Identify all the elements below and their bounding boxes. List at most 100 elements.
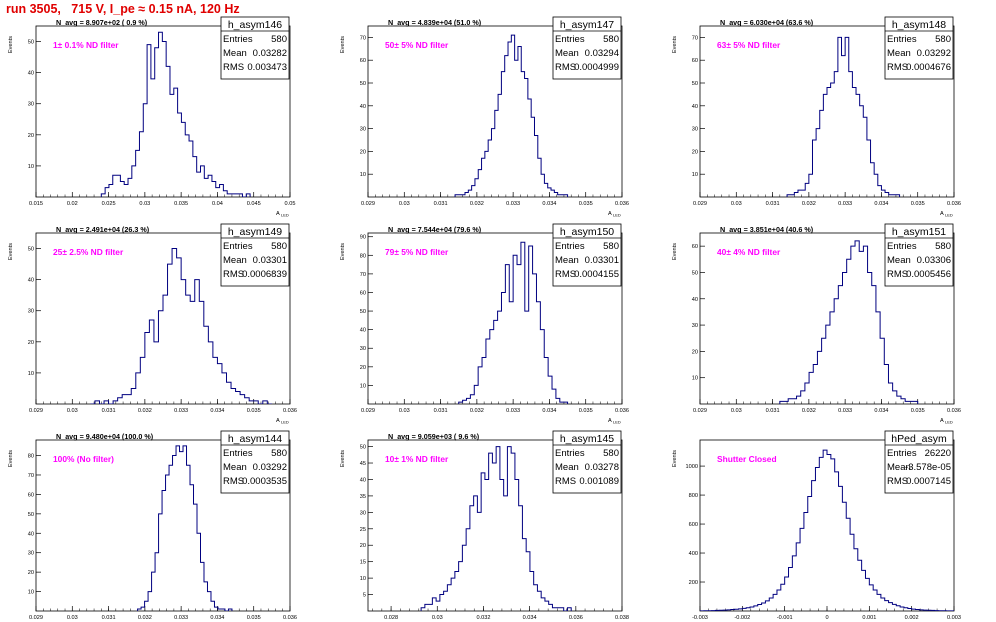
y-tick-label: 1000	[686, 464, 698, 470]
y-tick-label: 80	[28, 454, 34, 460]
y-tick-label: 60	[360, 58, 366, 64]
filter-label: 10± 1% ND filter	[385, 454, 449, 464]
x-tick-label: 0.03	[731, 408, 742, 414]
y-tick-label: 40	[28, 71, 34, 77]
stat-label: RMS	[555, 476, 576, 487]
stats-box	[552, 16, 622, 80]
histogram-panel-h_asym149: 0.029 0.03 0.031 0.032 0.033 0.034 0.035 0.036 1…	[8, 223, 297, 425]
x-tick-label: 0.031	[102, 408, 116, 414]
stat-label: Entries	[223, 448, 253, 459]
y-tick-label: 30	[28, 551, 34, 557]
x-tick-label: 0.032	[476, 615, 490, 621]
x-tick-label: 0.028	[384, 615, 398, 621]
y-tick-label: 10	[692, 376, 698, 382]
stat-value: -3.578e-05	[905, 462, 951, 473]
x-tick-label: 0.036	[615, 201, 629, 207]
x-axis-title: A	[940, 418, 944, 424]
y-tick-label: 10	[360, 172, 366, 178]
y-tick-label: 40	[692, 104, 698, 110]
y-tick-label: 30	[360, 510, 366, 516]
x-tick-label: 0.002	[905, 615, 919, 621]
x-tick-label: 0.033	[838, 201, 852, 207]
plot-frame	[367, 232, 623, 405]
x-tick-label: 0.033	[838, 408, 852, 414]
y-tick-label: 40	[28, 531, 34, 537]
y-tick-label: 10	[28, 590, 34, 596]
y-tick-label: 20	[28, 340, 34, 346]
plot-frame	[35, 439, 291, 612]
y-axis-title: Events	[672, 243, 678, 260]
x-tick-label: 0.035	[579, 201, 593, 207]
y-tick-label: 50	[28, 247, 34, 253]
x-tick-label: 0.035	[579, 408, 593, 414]
x-axis-subscript: LED	[281, 420, 289, 425]
stat-value: 0.03292	[253, 462, 287, 473]
x-tick-label: 0.033	[174, 615, 188, 621]
navg-label: N_avg = 9.480e+04 (100.0 %)	[56, 432, 154, 441]
filter-label: Shutter Closed	[717, 454, 777, 464]
y-tick-label: 20	[360, 149, 366, 155]
navg-label: N_avg = 9.059e+03 ( 9.6 %)	[388, 432, 480, 441]
navg-label: N_avg = 6.030e+04 (63.6 %)	[720, 18, 814, 27]
x-tick-label: 0.035	[174, 201, 188, 207]
y-tick-label: 70	[692, 35, 698, 41]
stat-value: 0.0005456	[906, 269, 951, 280]
y-tick-label: 35	[360, 494, 366, 500]
histogram-panel-h_asym151: 0.029 0.03 0.031 0.032 0.033 0.034 0.035 0.036 1…	[672, 223, 961, 425]
x-axis-subscript: LED	[613, 420, 621, 425]
histogram-panel-h_asym144: 0.029 0.03 0.031 0.032 0.033 0.034 0.035 0.036 1…	[8, 430, 297, 621]
x-tick-label: 0.034	[874, 408, 888, 414]
x-tick-label: 0.031	[102, 615, 116, 621]
y-tick-label: 50	[360, 81, 366, 87]
x-axis-subscript: LED	[613, 213, 621, 218]
stat-value: 0.003473	[247, 62, 287, 73]
x-tick-label: 0.034	[210, 408, 224, 414]
y-tick-label: 20	[692, 349, 698, 355]
plot-frame	[699, 232, 955, 405]
x-tick-label: 0.025	[102, 201, 116, 207]
stat-label: RMS	[223, 476, 244, 487]
x-tick-label: 0.03	[67, 615, 78, 621]
y-tick-label: 10	[28, 164, 34, 170]
y-tick-label: 70	[28, 473, 34, 479]
histogram-panel-h_asym145: 0.028 0.03 0.032 0.034 0.036 0.038 5 10 15 20 25 30…	[340, 430, 629, 621]
y-axis-title: Events	[340, 243, 346, 260]
y-tick-label: 30	[360, 127, 366, 133]
y-tick-label: 40	[360, 477, 366, 483]
stat-label: Mean	[887, 255, 911, 266]
stats-box	[220, 223, 290, 287]
x-tick-label: 0.029	[29, 408, 43, 414]
stat-label: Entries	[223, 34, 253, 45]
histogram-line	[90, 248, 272, 404]
stat-label: Entries	[887, 34, 917, 45]
x-tick-label: -0.001	[777, 615, 793, 621]
y-tick-label: 600	[689, 522, 698, 528]
histogram-name: h_asym149	[228, 226, 282, 238]
histogram-name: h_asym150	[560, 226, 614, 238]
filter-label: 25± 2.5% ND filter	[53, 247, 124, 257]
plot-frame	[367, 439, 623, 612]
histogram-panel-hPed_asym: -0.003 -0.002 -0.001 0 0.001 0.002 0.003 200 400…	[672, 430, 961, 621]
x-axis-title: A	[276, 418, 280, 424]
stat-label: RMS	[223, 62, 244, 73]
y-tick-label: 15	[360, 560, 366, 566]
y-tick-label: 10	[360, 576, 366, 582]
x-axis-title: A	[608, 418, 612, 424]
x-tick-label: 0.015	[29, 201, 43, 207]
navg-label: N_avg = 8.907e+02 ( 0.9 %)	[56, 18, 148, 27]
histogram-name: hPed_asym	[891, 433, 947, 445]
stat-value: 0.001089	[579, 476, 619, 487]
x-tick-label: 0.033	[174, 408, 188, 414]
stat-value: 580	[603, 241, 619, 252]
y-axis-title: Events	[8, 36, 14, 53]
stat-label: Mean	[223, 255, 247, 266]
x-axis-title: A	[940, 211, 944, 217]
stats-box	[220, 16, 290, 80]
x-axis-subscript: LED	[945, 213, 953, 218]
x-tick-label: 0.02	[67, 201, 78, 207]
plot-frame	[367, 25, 623, 198]
y-tick-label: 30	[692, 127, 698, 133]
x-tick-label: 0.045	[247, 201, 261, 207]
stat-value: 580	[603, 448, 619, 459]
